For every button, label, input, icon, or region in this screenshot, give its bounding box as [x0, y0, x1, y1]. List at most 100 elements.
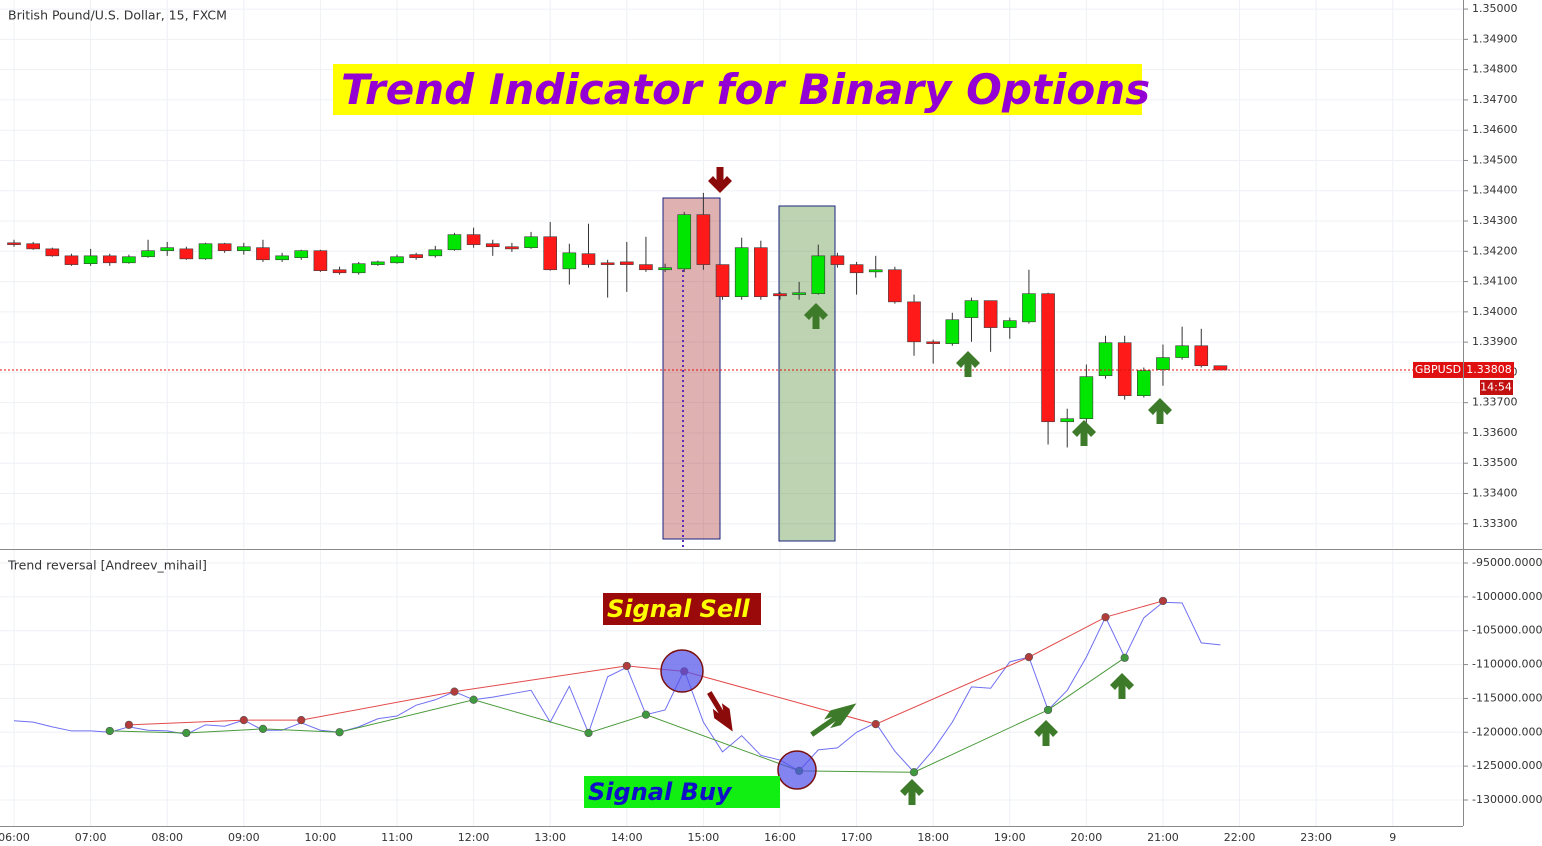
candle-body-down — [581, 253, 596, 265]
candle-body-up — [677, 214, 692, 270]
candle-body-down — [256, 247, 270, 261]
grid — [0, 0, 1463, 826]
pivot-dot — [1024, 653, 1034, 662]
candle-body-down — [332, 269, 347, 274]
y-tick-label: 1.33500 — [1472, 456, 1518, 469]
sell-box — [603, 593, 761, 625]
pivot-dot — [450, 687, 459, 696]
candle-body-down — [600, 262, 615, 265]
x-tick-label: 23:00 — [1300, 831, 1332, 844]
y-tick-label: -120000.0000 — [1472, 725, 1542, 738]
x-tick-label: 09:00 — [228, 831, 260, 844]
candle-body-up — [1002, 320, 1017, 328]
candle-body-down — [773, 293, 787, 297]
candle-body-up — [524, 236, 538, 248]
candle-body-up — [198, 243, 213, 260]
x-tick-label: 08:00 — [151, 831, 183, 844]
x-tick-label: 11:00 — [381, 831, 413, 844]
candle-body-up — [562, 252, 577, 270]
candle-body-down — [313, 250, 328, 271]
banner-title: Trend Indicator for Binary Options — [341, 65, 1150, 114]
y-tick-label: -110000.0000 — [1472, 658, 1542, 671]
candle-body-up — [371, 261, 385, 265]
candle-body-up — [294, 250, 309, 258]
y-tick-label: 1.33700 — [1472, 396, 1518, 409]
y-tick-label: -95000.0000 — [1472, 556, 1542, 569]
candle-body-up — [141, 250, 155, 258]
candle-body-down — [639, 264, 653, 271]
x-tick-label: 12:00 — [458, 831, 490, 844]
pivot-dot — [1101, 613, 1110, 622]
candle-body-down — [926, 341, 940, 344]
candle-body-up — [811, 255, 826, 294]
candle-body-up — [1156, 357, 1170, 370]
candle-body-down — [466, 234, 481, 245]
symbol-label: GBPUSD — [1415, 363, 1461, 376]
candle-body-up — [964, 300, 979, 318]
y-tick-label: 1.34200 — [1472, 244, 1518, 257]
candle-body-down — [7, 242, 21, 245]
buy-box — [584, 776, 780, 808]
buy-label: Signal Buy — [588, 778, 733, 806]
candle-body-down — [1041, 293, 1055, 423]
x-tick-label: 18:00 — [917, 831, 949, 844]
symbol-tag — [1413, 361, 1463, 378]
candle-body-down — [619, 261, 634, 265]
x-tick-label: 16:00 — [764, 831, 796, 844]
candle-body-down — [983, 300, 998, 328]
candle-body-down — [849, 264, 864, 274]
y-tick-label: 1.35000 — [1472, 2, 1518, 15]
candle-body-up — [351, 263, 366, 274]
pivot-dot — [584, 728, 593, 738]
candle-body-up — [945, 319, 960, 344]
pivot-dot — [1043, 705, 1053, 715]
candle-body-down — [1213, 365, 1228, 371]
y-tick-label: -130000.0000 — [1472, 793, 1542, 806]
candle-body-down — [26, 243, 40, 250]
candle-body-down — [485, 243, 500, 248]
pivot-dot — [909, 768, 919, 777]
sell-zone — [662, 197, 721, 540]
price-tag — [1464, 361, 1514, 378]
indicator-line — [128, 600, 1164, 726]
candle-body-up — [447, 234, 462, 251]
title-box — [333, 64, 1142, 115]
pivot-dot — [105, 726, 114, 736]
x-tick-label: 22:00 — [1224, 831, 1256, 844]
candle-body-up — [160, 247, 175, 251]
y-tick-label: 1.34300 — [1472, 214, 1518, 227]
x-tick-label: 07:00 — [75, 831, 107, 844]
sell-circle — [660, 649, 704, 693]
pivot-dot — [1120, 653, 1129, 662]
pivot-dot — [297, 715, 306, 725]
candle-body-down — [179, 248, 194, 260]
price-label: 1.33808 — [1466, 363, 1512, 376]
x-tick-label: 13:00 — [534, 831, 566, 844]
y-tick-label: 1.34700 — [1472, 93, 1518, 106]
overlay: Trend Indicator for Binary Options Signa… — [7, 8, 1172, 808]
x-tick-label: 19:00 — [994, 831, 1026, 844]
y-tick-label: 1.34900 — [1472, 32, 1518, 45]
y-tick-label: -105000.0000 — [1472, 624, 1542, 637]
candle-body-up — [237, 246, 251, 251]
candle-body-down — [888, 269, 902, 303]
x-tick-label: 20:00 — [1071, 831, 1103, 844]
marks — [0, 192, 1463, 777]
x-tick-label: 10:00 — [305, 831, 337, 844]
candle-body-down — [754, 247, 768, 298]
candle-body-up — [1098, 342, 1113, 377]
y-tick-label: 1.33900 — [1472, 335, 1518, 348]
pivot-dot — [641, 710, 651, 719]
candle-body-down — [217, 243, 232, 251]
candle-body-up — [390, 256, 404, 264]
candle-body-up — [83, 255, 98, 265]
candle-body-down — [696, 214, 711, 265]
candle-body-down — [64, 255, 79, 265]
pivot-dot — [258, 724, 268, 733]
candle-body-up — [1022, 293, 1036, 323]
y-tick-label: 1.34400 — [1472, 184, 1518, 197]
candle-body-down — [907, 301, 921, 343]
